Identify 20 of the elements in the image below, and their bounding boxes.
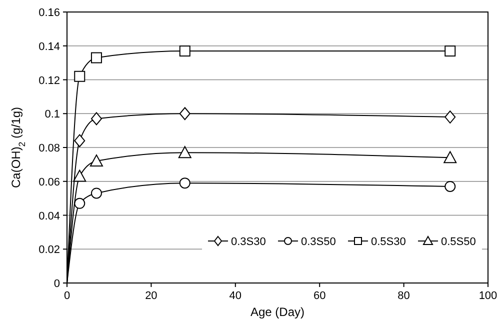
y-tick-label: 0.08 <box>38 142 60 154</box>
legend-label: 0.5S50 <box>441 236 476 248</box>
x-tick-label: 20 <box>145 290 158 302</box>
x-tick-label: 100 <box>478 290 498 302</box>
y-tick-label: 0.06 <box>38 176 60 188</box>
x-tick-label: 0 <box>64 290 70 302</box>
y-tick-label: 0.04 <box>38 210 60 222</box>
y-tick-label: 0.14 <box>38 40 60 53</box>
legend-label: 0.3S30 <box>231 236 266 248</box>
y-tick-label: 0.1 <box>44 108 60 121</box>
x-tick-label: 60 <box>313 290 326 302</box>
x-tick-label: 80 <box>398 290 410 302</box>
y-tick-label: 0.02 <box>38 244 60 256</box>
legend-label: 0.3S50 <box>301 236 336 248</box>
legend-label: 0.5S30 <box>371 236 406 248</box>
y-tick-label: 0 <box>54 278 60 290</box>
y-tick-label: 0.12 <box>38 74 60 87</box>
y-tick-label: 0.16 <box>38 7 60 19</box>
x-axis-title: Age (Day) <box>250 305 305 319</box>
x-tick-label: 40 <box>229 290 242 302</box>
